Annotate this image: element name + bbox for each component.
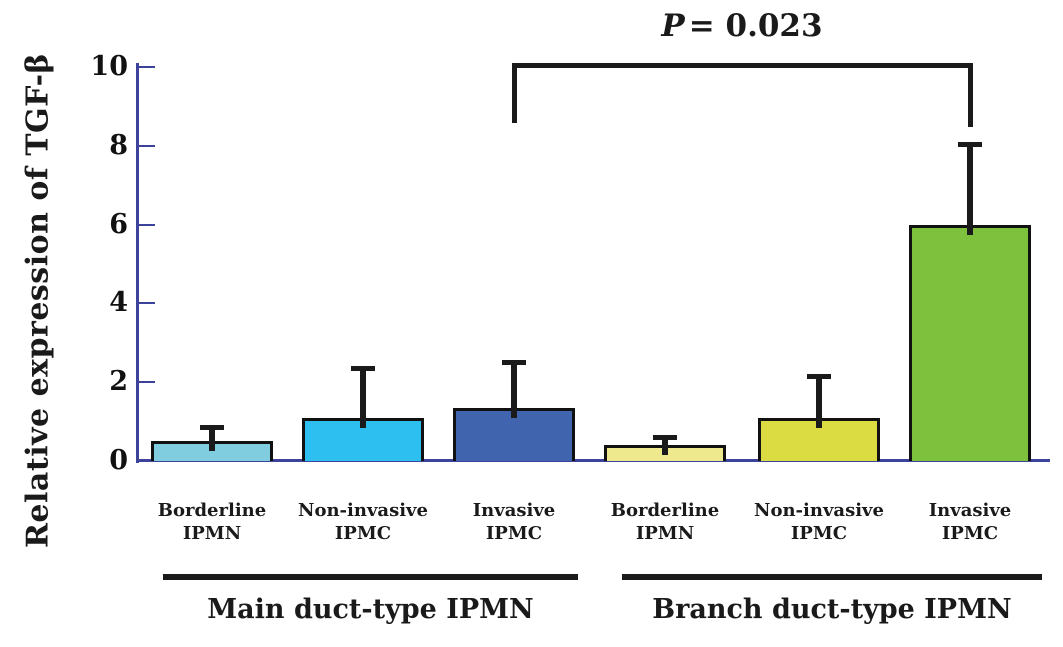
y-tick bbox=[139, 66, 155, 68]
group-underline-main bbox=[163, 574, 578, 580]
category-label-line2: IPMC bbox=[790, 523, 848, 544]
category-label-borderline-ipmn: Borderline IPMN bbox=[132, 499, 292, 545]
category-label-borderline-ipmn: Borderline IPMN bbox=[585, 499, 745, 545]
y-tick-label: 10 bbox=[90, 51, 128, 82]
category-label-line1: Borderline bbox=[610, 500, 720, 521]
y-axis-line bbox=[136, 63, 139, 463]
bar-invasive-ipmc bbox=[909, 224, 1031, 461]
category-label-invasive-ipmc: Invasive IPMC bbox=[890, 499, 1050, 545]
y-tick bbox=[139, 302, 155, 305]
y-tick-label: 4 bbox=[109, 287, 128, 319]
category-label-line2: IPMC bbox=[941, 523, 999, 544]
group-label-branch-duct: Branch duct-type IPMN bbox=[652, 594, 1012, 625]
category-label-line1: Invasive bbox=[472, 500, 556, 521]
error-bar-cap-invasive-ipmc bbox=[958, 141, 982, 147]
category-label-line1: Borderline bbox=[157, 500, 267, 521]
category-label-non-invasive-ipmc: Non-invasive IPMC bbox=[283, 499, 443, 545]
error-bar-cap-non-invasive-ipmc bbox=[351, 366, 375, 372]
category-label-line2: IPMC bbox=[334, 523, 392, 544]
category-label-line2: IPMN bbox=[182, 523, 242, 544]
error-bar-cap-borderline-ipmn bbox=[200, 425, 224, 431]
p-symbol: P bbox=[661, 8, 685, 44]
significance-bracket-left-leg bbox=[512, 63, 517, 123]
error-bar-cap-non-invasive-ipmc bbox=[807, 374, 831, 380]
y-tick-label: 2 bbox=[109, 366, 128, 398]
error-bar-line-non-invasive-ipmc bbox=[816, 378, 822, 428]
category-label-line2: IPMC bbox=[485, 523, 543, 544]
significance-bracket-right-leg bbox=[968, 63, 973, 127]
y-tick bbox=[139, 381, 155, 384]
group-label-main-duct: Main duct-type IPMN bbox=[207, 594, 534, 625]
error-bar-line-invasive-ipmc bbox=[511, 364, 517, 418]
category-label-invasive-ipmc: Invasive IPMC bbox=[434, 499, 594, 545]
y-tick bbox=[139, 144, 155, 147]
error-bar-line-non-invasive-ipmc bbox=[360, 370, 366, 428]
category-label-line2: IPMN bbox=[635, 523, 695, 544]
category-label-line1: Non-invasive bbox=[298, 500, 428, 521]
y-tick bbox=[139, 223, 155, 226]
significance-bracket-top bbox=[512, 63, 973, 68]
x-axis-line bbox=[136, 459, 1050, 462]
error-bar-line-borderline-ipmn bbox=[209, 429, 215, 452]
error-bar-cap-borderline-ipmn bbox=[653, 435, 677, 441]
p-value-text: = 0.023 bbox=[688, 8, 823, 44]
error-bar-line-invasive-ipmc bbox=[967, 145, 973, 235]
p-value-label: P = 0.023 bbox=[592, 8, 892, 44]
y-tick-label: 6 bbox=[109, 208, 128, 240]
group-underline-branch bbox=[622, 574, 1042, 580]
category-label-line1: Non-invasive bbox=[754, 500, 884, 521]
y-tick-label: 8 bbox=[109, 129, 128, 161]
y-tick-label: 0 bbox=[109, 445, 128, 476]
category-label-line1: Invasive bbox=[928, 500, 1012, 521]
error-bar-line-borderline-ipmn bbox=[662, 439, 668, 456]
category-label-non-invasive-ipmc: Non-invasive IPMC bbox=[739, 499, 899, 545]
error-bar-cap-invasive-ipmc bbox=[502, 360, 526, 366]
y-axis-label: Relative expression of TGF-β bbox=[20, 53, 56, 548]
